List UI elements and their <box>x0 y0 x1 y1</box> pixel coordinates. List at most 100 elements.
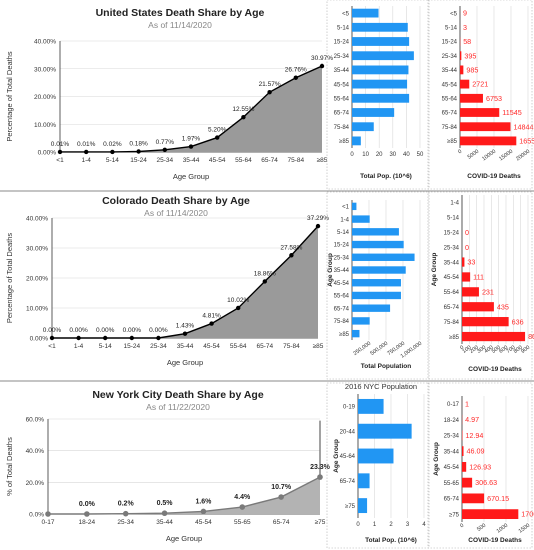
nyc-share-x-tick-label: 18-24 <box>79 519 96 526</box>
nyc-pop-x-tick-label: 2 <box>389 522 393 528</box>
nyc-share-y-tick-label: 20.0% <box>26 480 45 487</box>
nyc-share-x-tick-label: 35-44 <box>156 519 173 526</box>
nyc-pop-bar <box>358 423 412 439</box>
us-deaths-y-tick-label: ≥85 <box>447 139 458 145</box>
us-pop-x-axis-label: Total Pop. (10^6) <box>360 172 412 180</box>
co-share-point <box>156 335 161 341</box>
co-pop-x-tick-label: 500,000 <box>369 341 389 357</box>
us-share-point <box>267 89 272 95</box>
us-share-point <box>241 114 246 120</box>
nyc-share-x-tick-label: 45-54 <box>195 519 212 526</box>
panel-frame <box>427 382 533 549</box>
us-share-x-tick-label: 55-64 <box>235 157 252 164</box>
co-share-point <box>209 321 214 326</box>
co-share-x-tick-label: 65-74 <box>256 343 273 350</box>
us-share-title: United States Death Share by Age <box>96 7 265 19</box>
nyc-deaths-data-label: 12.94 <box>465 431 483 440</box>
us-share-subtitle: As of 11/14/2020 <box>148 20 212 30</box>
co-pop-y-tick-label: 15-24 <box>334 243 350 249</box>
nyc-share-title: New York City Death Share by Age <box>92 389 264 401</box>
us-pop-bar <box>352 108 395 117</box>
nyc-share-y-tick-label: 0.0% <box>29 512 44 519</box>
nyc-pop-x-tick-label: 1 <box>373 522 377 528</box>
nyc-share-subtitle: As of 11/22/2020 <box>146 402 210 412</box>
co-deaths-data-label: 636 <box>512 317 524 326</box>
us-deaths-data-label: 985 <box>466 66 478 75</box>
us-share-data-label: 5.20% <box>208 127 227 134</box>
us-deaths-bar <box>460 108 500 117</box>
us-share-x-tick-label: ≥85 <box>317 157 328 164</box>
nyc-deaths-bar <box>462 461 467 472</box>
co-deaths-bar <box>462 272 471 282</box>
nyc-deaths-x-tick-label: 1500 <box>518 523 531 535</box>
nyc-deaths-x-tick-label: 0 <box>459 523 465 530</box>
co-share-x-tick-label: 75-84 <box>283 343 300 350</box>
nyc-deaths-y-tick-label: 55-65 <box>444 481 460 487</box>
nyc-deaths-chart: 0 500 1000 1500 0-17 1 18-24 4.97 25-34 12.94 35-4… <box>433 396 534 544</box>
co-share-subtitle: As of 11/14/2020 <box>144 208 208 218</box>
nyc-deaths-data-label: 1706.34 <box>521 510 534 519</box>
co-deaths-chart: 01002003004005006007008009001-45-1415-24… <box>431 195 534 373</box>
nyc-deaths-x-axis-label: COVID-19 Deaths <box>468 537 522 544</box>
nyc-deaths-data-label: 306.63 <box>475 478 497 487</box>
us-share-x-tick-label: 1-4 <box>81 157 91 164</box>
nyc-deaths-data-label: 1 <box>465 399 469 408</box>
nyc-deaths-data-label: 46.09 <box>467 447 485 456</box>
nyc-pop-y-tick-label: 20-44 <box>340 429 356 435</box>
co-deaths-data-label: 435 <box>497 302 509 311</box>
us-deaths-y-tick-label: 15-24 <box>442 40 458 46</box>
us-share-x-tick-label: <1 <box>56 157 64 164</box>
co-share-data-label: 0.00% <box>43 327 62 334</box>
co-deaths-y-tick-label: ≥85 <box>449 335 460 341</box>
us-deaths-x-tick-label: 0 <box>457 149 463 156</box>
nyc-share-data-label: 23.3% <box>310 464 331 471</box>
nyc-share-y-tick-label: 40.0% <box>26 448 45 455</box>
us-deaths-data-label: 395 <box>464 51 476 60</box>
us-share-point <box>136 149 141 154</box>
us-share-point <box>188 144 194 149</box>
us-pop-bar <box>352 79 408 89</box>
co-share-y-tick-label: 40.00% <box>26 216 48 223</box>
co-deaths-y-tick-label: 25-34 <box>444 245 460 251</box>
nyc-pop-x-tick-label: 0 <box>356 522 360 528</box>
co-deaths-y-axis-label: Age Group <box>431 253 438 287</box>
us-share-data-label: 1.97% <box>182 136 201 143</box>
co-deaths-x-tick-label: 800 <box>513 345 524 355</box>
us-pop-bar <box>352 93 410 103</box>
co-pop-bar <box>352 317 370 325</box>
co-pop-x-axis-label: Total Population <box>361 363 411 370</box>
us-share-data-label: 30.97% <box>311 55 333 62</box>
us-share-x-tick-label: 25-34 <box>156 157 173 164</box>
co-share-x-tick-label: ≥85 <box>313 343 324 350</box>
co-share-y-tick-label: 0.00% <box>30 336 49 343</box>
us-share-x-tick-label: 15-24 <box>130 157 147 164</box>
us-deaths-bar <box>460 79 470 89</box>
co-pop-y-tick-label: 1-4 <box>340 217 349 223</box>
panel-frame <box>326 0 430 190</box>
nyc-share-data-label: 0.5% <box>157 500 174 507</box>
nyc-pop-chart: 0 1 2 3 4 0-19 20-44 45-64 65-74 ≥75 2016 NYC Popu… <box>333 382 426 544</box>
us-deaths-x-tick-label: 5000 <box>467 149 480 161</box>
us-pop-y-tick-label: <5 <box>342 11 350 17</box>
us-deaths-x-tick-label: 15000 <box>498 149 514 163</box>
nyc-pop-bar <box>358 448 394 464</box>
co-share-y-tick-label: 20.00% <box>26 276 48 283</box>
us-share-y-tick-label: 0.00% <box>38 150 57 157</box>
nyc-pop-x-axis-label: Total Pop. (10^6) <box>365 536 417 544</box>
us-deaths-data-label: 6753 <box>486 94 502 103</box>
us-share-x-tick-label: 5-14 <box>106 157 119 164</box>
co-pop-bar <box>352 279 401 287</box>
us-share-point <box>319 63 325 69</box>
us-deaths-y-tick-label: 35-44 <box>442 68 458 74</box>
co-share-data-label: 1.43% <box>176 323 195 330</box>
nyc-deaths-y-tick-label: 35-44 <box>444 449 460 455</box>
co-deaths-x-tick-label: 0 <box>459 345 465 352</box>
us-deaths-chart: 0 5000 10000 15000 20000 <5 9 5-14 3 15-24 58 25-34… <box>442 6 534 180</box>
co-deaths-x-tick-label: 500 <box>491 345 502 355</box>
co-deaths-bar <box>462 302 494 312</box>
co-share-data-label: 0.00% <box>123 327 142 334</box>
co-share-data-label: 37.29% <box>307 215 329 222</box>
us-pop-y-tick-label: 45-54 <box>334 82 350 88</box>
